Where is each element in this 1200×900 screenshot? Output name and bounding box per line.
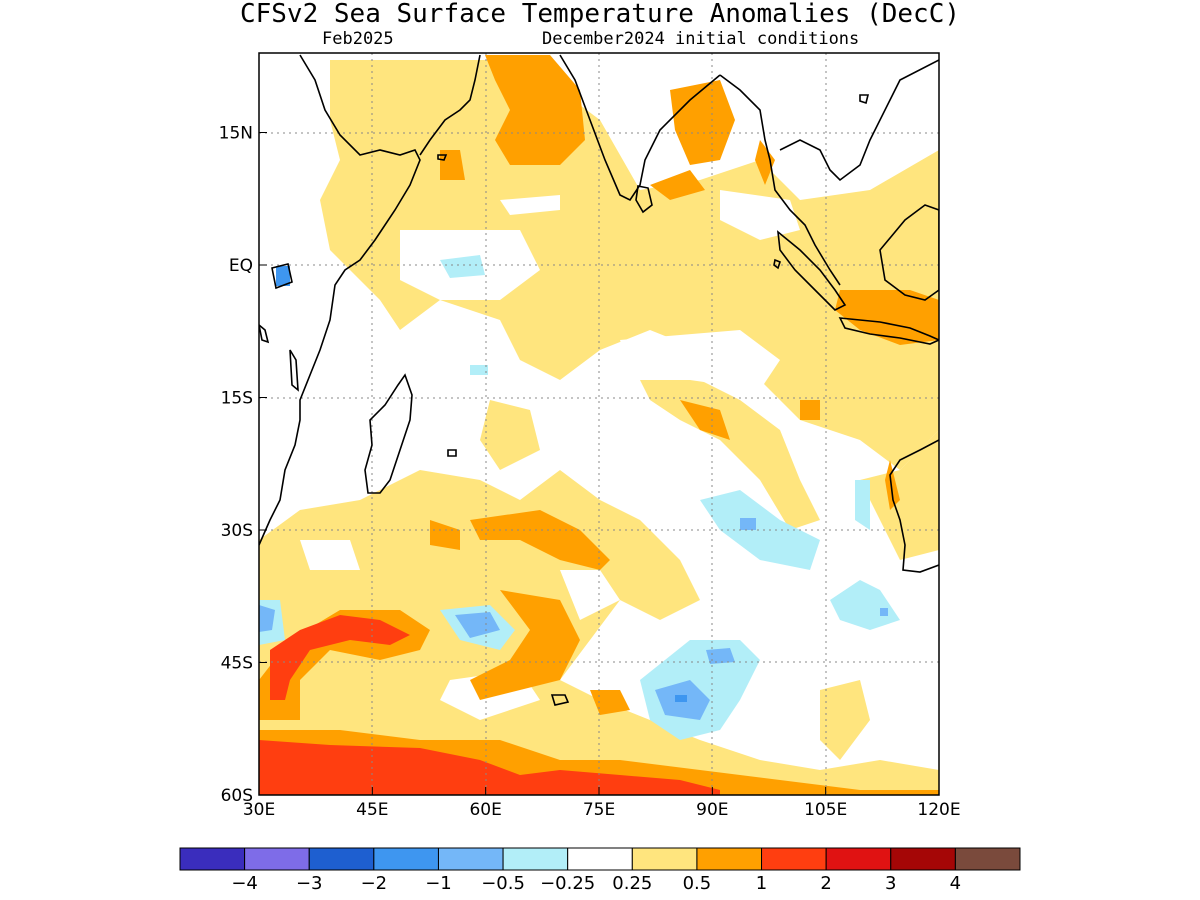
- colorbar: −4 −3 −2 −1 −0.5 −0.25 0.25 0.5 1 2 3 4: [179, 847, 1021, 894]
- colorbar-swatch: [890, 847, 956, 871]
- colorbar-swatch: [308, 847, 375, 871]
- colorbar-label: −0.25: [540, 873, 595, 894]
- colorbar-label: 3: [885, 873, 896, 894]
- y-axis-ticks: 15N EQ 15S 30S 45S 60S: [219, 124, 267, 806]
- colorbar-swatch: [696, 847, 763, 871]
- colorbar-label: −2: [361, 873, 388, 894]
- colorbar-swatch: [373, 847, 439, 871]
- valid-month-label: Feb2025: [322, 29, 394, 49]
- init-conditions-label: December2024 initial conditions: [542, 29, 860, 49]
- colorbar-swatch: [631, 847, 698, 871]
- colorbar-label: 0.5: [683, 873, 712, 894]
- colorbar-label: 0.25: [612, 873, 652, 894]
- colorbar-swatch: [825, 847, 892, 871]
- colorbar-swatch: [437, 847, 504, 871]
- anomaly-field: [259, 53, 939, 795]
- y-tick-label: 30S: [221, 521, 253, 541]
- y-tick-label: 60S: [221, 786, 253, 806]
- x-tick-label: 30E: [243, 800, 275, 820]
- colorbar-label: 4: [950, 873, 961, 894]
- colorbar-swatch: [502, 847, 569, 871]
- colorbar-label: 2: [820, 873, 831, 894]
- y-tick-label: 15N: [219, 124, 253, 144]
- colorbar-swatch: [954, 847, 1021, 871]
- coastlines: [259, 54, 939, 706]
- colorbar-label: −0.5: [481, 873, 525, 894]
- colorbar-label: 1: [756, 873, 767, 894]
- y-tick-label: 45S: [221, 654, 253, 674]
- y-tick-label: 15S: [221, 389, 253, 409]
- colorbar-swatch: [179, 847, 246, 871]
- colorbar-label: −1: [425, 873, 452, 894]
- colorbar-swatch: [567, 847, 633, 871]
- colorbar-label: −3: [296, 873, 323, 894]
- chart-title: CFSv2 Sea Surface Temperature Anomalies …: [239, 0, 961, 29]
- x-tick-label: 105E: [804, 800, 847, 820]
- x-tick-label: 60E: [469, 800, 501, 820]
- x-tick-label: 120E: [917, 800, 960, 820]
- x-axis-ticks: 30E 45E 60E 75E 90E 105E 120E: [243, 787, 961, 820]
- y-tick-label: EQ: [229, 256, 253, 276]
- colorbar-swatch: [244, 847, 310, 871]
- x-tick-label: 90E: [696, 800, 728, 820]
- x-tick-label: 75E: [583, 800, 615, 820]
- colorbar-label: −4: [231, 873, 258, 894]
- x-tick-label: 45E: [356, 800, 388, 820]
- colorbar-swatch: [761, 847, 827, 871]
